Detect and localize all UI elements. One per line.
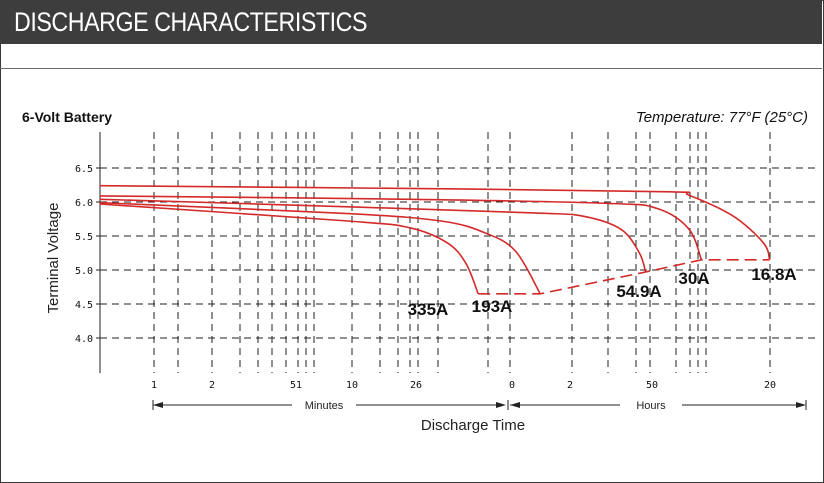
minutes-arrow-left [153,402,163,408]
x-tick-label: 2 [209,380,215,391]
x-tick-label: 0 [509,380,515,391]
header-divider [0,68,822,69]
series-line-54-9a [99,198,647,273]
y-axis-title: Terminal Voltage [45,203,62,314]
series-label: 335A [408,300,449,319]
series-line-16-8a [99,184,771,261]
page-title: DISCHARGE CHARACTERISTICS [14,7,368,37]
cutoff-voltage-line [478,259,770,295]
minutes-label: Minutes [305,400,344,412]
y-tick-label: 5.0 [75,266,93,277]
series-label: 193A [472,297,513,316]
hours-label: Hours [636,400,666,412]
x-axis-title: Discharge Time [421,417,525,434]
series-label: 16.8A [751,265,796,284]
x-tick-label: 2 [567,380,573,391]
series-lines [99,184,771,295]
x-tick-label: 1 [151,380,157,391]
grid [100,132,818,373]
series-label: 30A [678,269,709,288]
series-line-335a [99,203,479,295]
series-line-193a [99,201,541,295]
x-tick-label: 10 [346,380,358,391]
x-tick-label: 51 [290,380,302,391]
labels: 6-Volt Battery Temperature: 77°F (25°C) 6.… [22,109,808,434]
series-label: 54.9A [616,282,661,301]
x-tick-label: 26 [410,380,422,391]
y-tick-label: 4.5 [75,300,93,311]
battery-label: 6-Volt Battery [22,109,112,125]
x-tick-label: 20 [764,380,776,391]
y-tick-label: 4.0 [75,334,93,345]
y-tick-label: 6.5 [75,164,93,175]
y-tick-label: 6.0 [75,198,93,209]
header-bar: DISCHARGE CHARACTERISTICS [0,0,822,44]
axes [96,132,807,410]
x-tick-label: 50 [646,380,658,391]
y-tick-label: 5.5 [75,232,93,243]
minutes-arrow-right [496,402,506,408]
temperature-label: Temperature: 77°F (25°C) [636,109,808,126]
hours-arrow-right [796,402,806,408]
series-line-30a [99,195,703,261]
